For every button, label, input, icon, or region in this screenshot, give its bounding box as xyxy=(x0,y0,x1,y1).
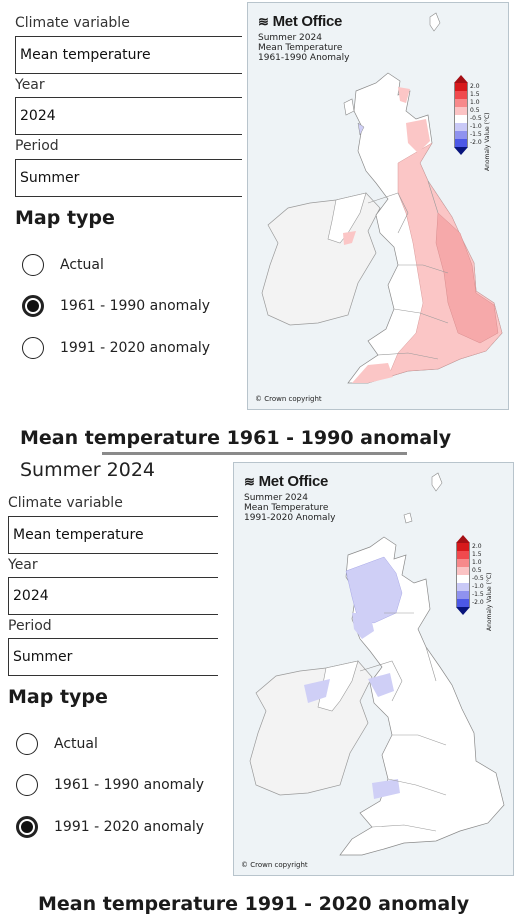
radio-circle-selected[interactable] xyxy=(22,295,44,317)
map-type-heading: Map type xyxy=(15,207,115,229)
met-office-logo-text: Met Office xyxy=(272,13,343,30)
radio-actual[interactable]: Actual xyxy=(16,733,98,755)
year-label: Year xyxy=(15,77,45,93)
radio-circle[interactable] xyxy=(16,774,38,796)
map-baseline: 1991-2020 Anomaly xyxy=(244,513,336,523)
met-office-logo: ≋ Met Office xyxy=(258,13,342,30)
legend-colorbar xyxy=(456,535,470,615)
map-caption: Mean temperature 1961 - 1990 anomaly xyxy=(20,427,452,449)
radio-circle[interactable] xyxy=(16,733,38,755)
climate-variable-label: Climate variable xyxy=(15,15,130,31)
period-label: Period xyxy=(15,138,59,154)
met-office-logo: ≋ Met Office xyxy=(244,473,328,490)
anomaly-map-1991-2020: ≋ Met Office Summer 2024 Mean Temperatur… xyxy=(233,462,514,876)
legend-tick-labels: 2.0 1.5 1.0 0.5 -0.5 -1.0 -1.5 -2.0 xyxy=(472,543,484,606)
radio-label: 1991 - 2020 anomaly xyxy=(54,819,205,835)
map-variable: Mean Temperature xyxy=(244,503,329,513)
top-panel: Climate variable Mean temperature Year 2… xyxy=(0,0,521,460)
period-label: Period xyxy=(8,618,52,634)
radio-1991-2020[interactable]: 1991 - 2020 anomaly xyxy=(16,816,204,838)
climate-variable-select[interactable]: Mean temperature xyxy=(15,36,242,74)
radio-circle-selected[interactable] xyxy=(16,816,38,838)
map-copyright: © Crown copyright xyxy=(241,861,308,869)
radio-1961-1990[interactable]: 1961 - 1990 anomaly xyxy=(16,774,204,796)
radio-actual[interactable]: Actual xyxy=(22,254,104,276)
section-divider xyxy=(102,452,407,455)
radio-label: 1961 - 1990 anomaly xyxy=(54,777,205,793)
met-office-logo-text: Met Office xyxy=(258,473,329,490)
radio-label: Actual xyxy=(54,736,98,752)
radio-label: Actual xyxy=(60,257,104,273)
met-office-logo-icon: ≋ xyxy=(244,473,255,489)
radio-1961-1990[interactable]: 1961 - 1990 anomaly xyxy=(22,295,210,317)
legend-axis-label: Anomaly Value (°C) xyxy=(484,112,491,171)
map-season: Summer 2024 xyxy=(258,33,322,43)
legend-axis-label: Anomaly Value (°C) xyxy=(486,572,493,631)
radio-label: 1961 - 1990 anomaly xyxy=(60,298,211,314)
map-baseline: 1961-1990 Anomaly xyxy=(258,53,350,63)
period-subtitle: Summer 2024 xyxy=(20,459,156,481)
radio-circle[interactable] xyxy=(22,254,44,276)
year-select[interactable]: 2024 xyxy=(8,577,218,615)
climate-variable-label: Climate variable xyxy=(8,495,123,511)
uk-map-graphic xyxy=(261,12,503,384)
uk-map-graphic xyxy=(249,472,505,856)
met-office-logo-icon: ≋ xyxy=(258,13,269,29)
climate-variable-select[interactable]: Mean temperature xyxy=(8,516,218,554)
radio-circle[interactable] xyxy=(22,337,44,359)
map-copyright: © Crown copyright xyxy=(255,395,322,403)
anomaly-map-1961-1990: ≋ Met Office Summer 2024 Mean Temperatur… xyxy=(247,2,509,410)
year-label: Year xyxy=(8,557,38,573)
legend-colorbar xyxy=(454,75,468,155)
radio-label: 1991 - 2020 anomaly xyxy=(60,340,211,356)
period-select[interactable]: Summer xyxy=(8,638,218,676)
year-select[interactable]: 2024 xyxy=(15,97,242,135)
map-season: Summer 2024 xyxy=(244,493,308,503)
map-variable: Mean Temperature xyxy=(258,43,343,53)
legend-tick-labels: 2.0 1.5 1.0 0.5 -0.5 -1.0 -1.5 -2.0 xyxy=(470,83,482,146)
radio-1991-2020[interactable]: 1991 - 2020 anomaly xyxy=(22,337,210,359)
period-select[interactable]: Summer xyxy=(15,159,242,197)
map-type-heading: Map type xyxy=(8,686,108,708)
map-caption: Mean temperature 1991 - 2020 anomaly xyxy=(38,893,470,915)
